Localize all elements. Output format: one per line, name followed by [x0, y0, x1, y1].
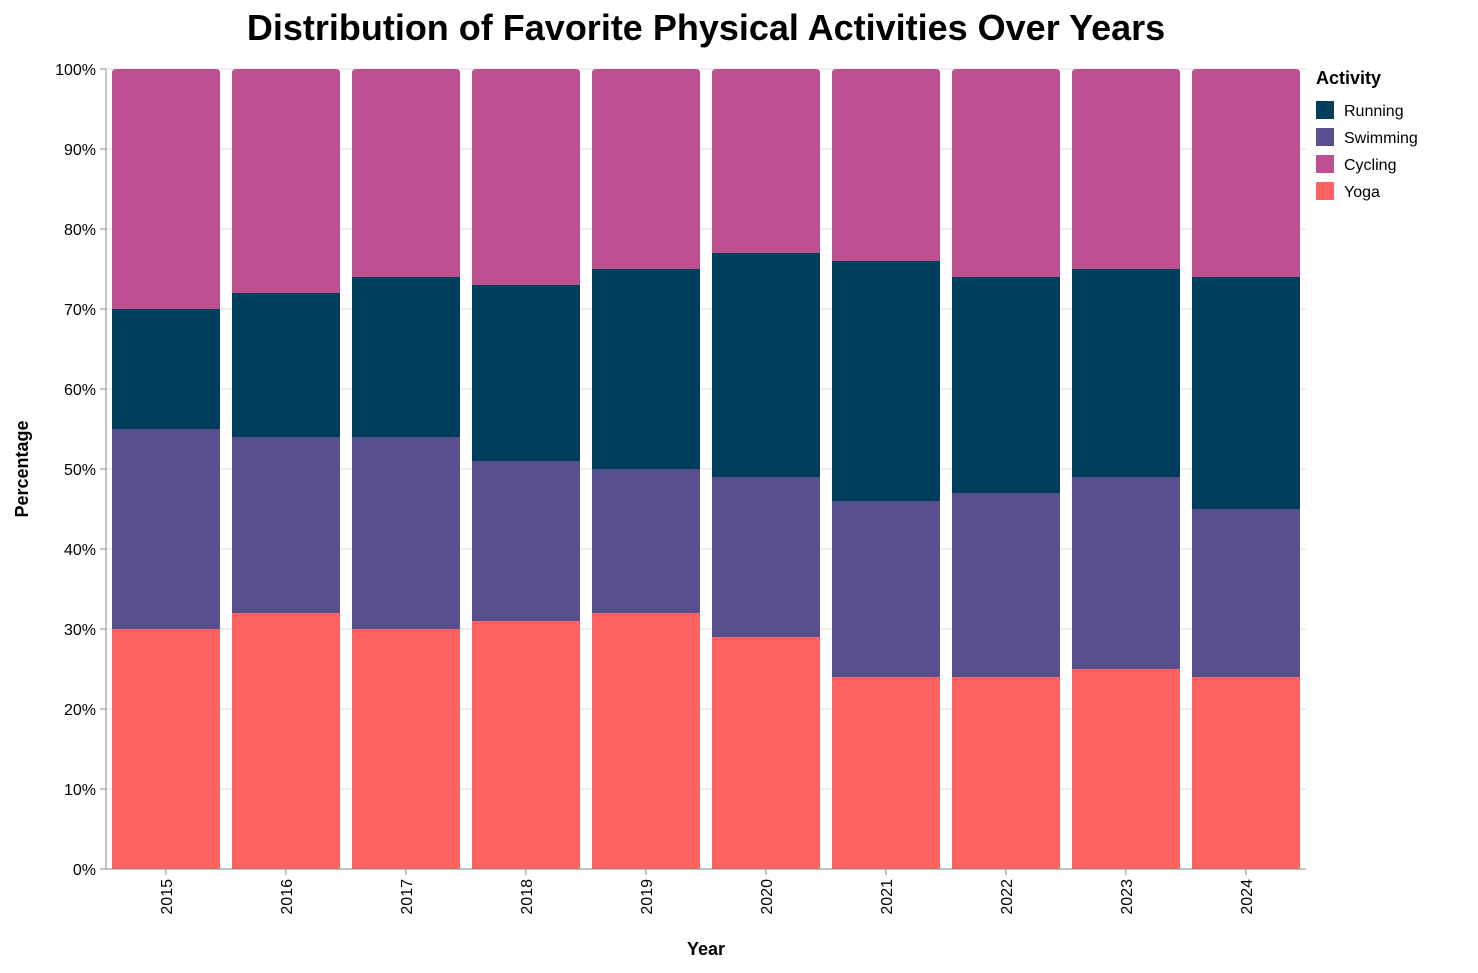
x-tick-label: 2021 — [879, 879, 896, 915]
x-tick-label: 2019 — [639, 879, 656, 915]
x-tick-label: 2024 — [1239, 879, 1256, 915]
y-axis-title: Percentage — [12, 420, 32, 517]
bar-swimming-2015 — [112, 429, 220, 629]
bar-cycling-2019 — [592, 69, 700, 269]
bar-running-2022 — [952, 277, 1060, 493]
bar-yoga-2018 — [472, 621, 580, 869]
y-tick-label: 40% — [64, 542, 96, 559]
legend: Activity Running Swimming Cycling Yoga — [1316, 68, 1418, 201]
y-tick-label: 70% — [64, 302, 96, 319]
bar-running-2016 — [232, 293, 340, 437]
bars-layer — [112, 69, 1300, 869]
y-tick-label: 30% — [64, 622, 96, 639]
bar-cycling-2020 — [712, 69, 820, 253]
legend-swatch-swimming — [1316, 128, 1334, 146]
y-tick-label: 100% — [55, 62, 96, 79]
bar-yoga-2015 — [112, 629, 220, 869]
x-tick-label: 2017 — [399, 879, 416, 915]
x-tick-label: 2022 — [999, 879, 1016, 915]
bar-running-2020 — [712, 253, 820, 477]
bar-running-2018 — [472, 285, 580, 461]
bar-yoga-2019 — [592, 613, 700, 869]
x-axis-title: Year — [687, 939, 725, 959]
y-tick-label: 20% — [64, 702, 96, 719]
y-tick-label: 60% — [64, 382, 96, 399]
legend-label-running: Running — [1344, 103, 1404, 120]
bar-swimming-2018 — [472, 461, 580, 621]
bar-running-2023 — [1072, 269, 1180, 477]
bar-running-2024 — [1192, 277, 1300, 509]
bar-swimming-2022 — [952, 493, 1060, 677]
bar-cycling-2021 — [832, 69, 940, 261]
bar-yoga-2017 — [352, 629, 460, 869]
bar-running-2015 — [112, 309, 220, 429]
bar-running-2017 — [352, 277, 460, 437]
x-tick-label: 2023 — [1119, 879, 1136, 915]
bar-cycling-2018 — [472, 69, 580, 285]
bar-yoga-2024 — [1192, 677, 1300, 869]
y-tick-label: 10% — [64, 782, 96, 799]
bar-swimming-2016 — [232, 437, 340, 613]
bar-swimming-2024 — [1192, 509, 1300, 677]
bar-swimming-2020 — [712, 477, 820, 637]
bar-cycling-2023 — [1072, 69, 1180, 269]
x-tick-label: 2016 — [279, 879, 296, 915]
bar-swimming-2017 — [352, 437, 460, 629]
bar-cycling-2016 — [232, 69, 340, 293]
bar-running-2021 — [832, 261, 940, 501]
legend-swatch-running — [1316, 101, 1334, 119]
bar-yoga-2023 — [1072, 669, 1180, 869]
legend-swatch-yoga — [1316, 182, 1334, 200]
bar-swimming-2023 — [1072, 477, 1180, 669]
bar-swimming-2021 — [832, 501, 940, 677]
legend-label-cycling: Cycling — [1344, 157, 1396, 174]
x-tick-label: 2015 — [159, 879, 176, 915]
bar-swimming-2019 — [592, 469, 700, 613]
y-tick-label: 50% — [64, 462, 96, 479]
legend-swatch-cycling — [1316, 155, 1334, 173]
y-tick-label: 0% — [73, 862, 96, 879]
bar-yoga-2016 — [232, 613, 340, 869]
bar-yoga-2020 — [712, 637, 820, 869]
legend-label-yoga: Yoga — [1344, 184, 1380, 201]
bar-cycling-2022 — [952, 69, 1060, 277]
y-tick-label: 90% — [64, 142, 96, 159]
bar-yoga-2022 — [952, 677, 1060, 869]
bar-cycling-2017 — [352, 69, 460, 277]
y-axis: 0% 10% 20% 30% 40% 50% 60% 70% 80% 90% 100% — [55, 62, 107, 879]
chart-title: Distribution of Favorite Physical Activi… — [247, 7, 1165, 48]
bar-cycling-2024 — [1192, 69, 1300, 277]
y-tick-label: 80% — [64, 222, 96, 239]
bar-running-2019 — [592, 269, 700, 469]
bar-yoga-2021 — [832, 677, 940, 869]
bar-cycling-2015 — [112, 69, 220, 309]
x-tick-label: 2018 — [519, 879, 536, 915]
x-tick-label: 2020 — [759, 879, 776, 915]
legend-title: Activity — [1316, 68, 1381, 88]
x-axis: 2015 2016 2017 2018 2019 2020 2021 2022 2023 2024 — [106, 868, 1306, 915]
legend-label-swimming: Swimming — [1344, 130, 1418, 147]
